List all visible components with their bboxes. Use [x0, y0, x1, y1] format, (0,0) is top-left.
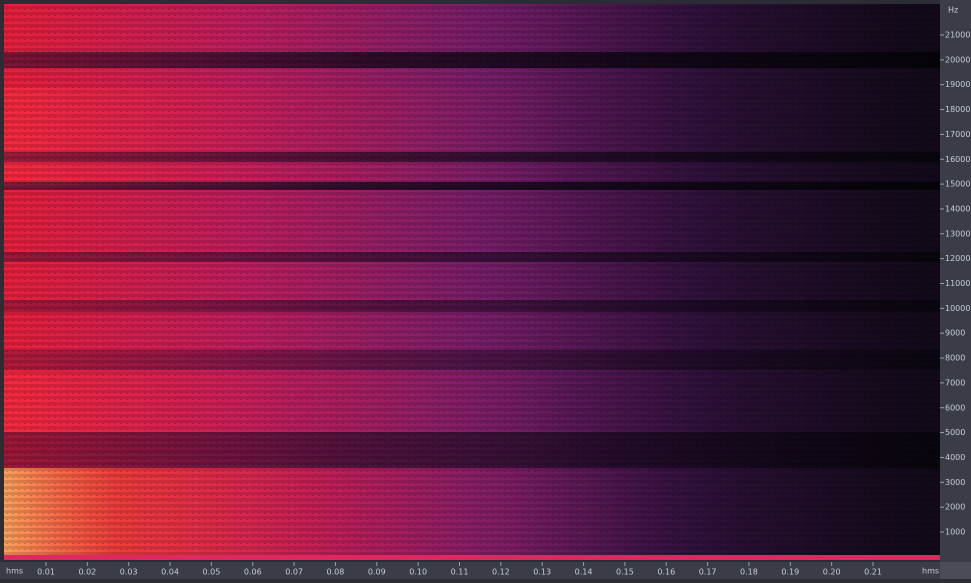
ruler-corner	[940, 562, 971, 579]
frequency-label: 10000	[945, 304, 970, 313]
spectral-view: Hz hms hms 21000 20000 19000 18000 17000 1600…	[0, 0, 971, 579]
time-label: 0.06	[244, 568, 262, 577]
time-label: 0.19	[781, 568, 799, 577]
time-label: 0.10	[409, 568, 427, 577]
frequency-label: 20000	[945, 55, 970, 64]
time-label: 0.07	[285, 568, 303, 577]
page: Hz hms hms 21000 20000 19000 18000 17000 1600…	[0, 0, 971, 579]
time-label: 0.18	[740, 568, 758, 577]
time-label: 0.16	[657, 568, 675, 577]
time-label: 0.21	[864, 568, 882, 577]
time-label: 0.14	[575, 568, 593, 577]
frequency-label: 7000	[945, 378, 965, 387]
frequency-label: 13000	[945, 229, 970, 238]
time-label: 0.13	[533, 568, 551, 577]
time-label: 0.15	[616, 568, 634, 577]
frequency-label: 2000	[945, 503, 965, 512]
frequency-label: 18000	[945, 105, 970, 114]
frequency-label: 8000	[945, 354, 965, 363]
time-label: 0.20	[823, 568, 841, 577]
frequency-label: 19000	[945, 80, 970, 89]
frequency-label: 9000	[945, 329, 965, 338]
time-label: 0.11	[451, 568, 469, 577]
time-label: 0.05	[202, 568, 220, 577]
frequency-label: 4000	[945, 453, 965, 462]
time-label: 0.12	[492, 568, 510, 577]
time-label: 0.01	[37, 568, 55, 577]
frequency-label: 17000	[945, 130, 970, 139]
frequency-label: 15000	[945, 180, 970, 189]
time-label: 0.02	[78, 568, 96, 577]
frequency-label: 21000	[945, 31, 970, 40]
frequency-unit: Hz	[948, 6, 958, 15]
frequency-label: 14000	[945, 204, 970, 213]
frequency-label: 11000	[945, 279, 970, 288]
time-label: 0.04	[161, 568, 179, 577]
time-label: 0.17	[699, 568, 717, 577]
time-label: 0.08	[327, 568, 345, 577]
time-label: 0.03	[120, 568, 138, 577]
frequency-label: 12000	[945, 254, 970, 263]
spectrogram	[4, 4, 940, 560]
frequency-label: 1000	[945, 528, 965, 537]
frequency-label: 5000	[945, 428, 965, 437]
time-unit-left: hms	[6, 567, 23, 576]
frequency-label: 3000	[945, 478, 965, 487]
time-label: 0.09	[368, 568, 386, 577]
frequency-label: 6000	[945, 403, 965, 412]
frequency-label: 16000	[945, 155, 970, 164]
time-unit-right: hms	[922, 567, 939, 576]
